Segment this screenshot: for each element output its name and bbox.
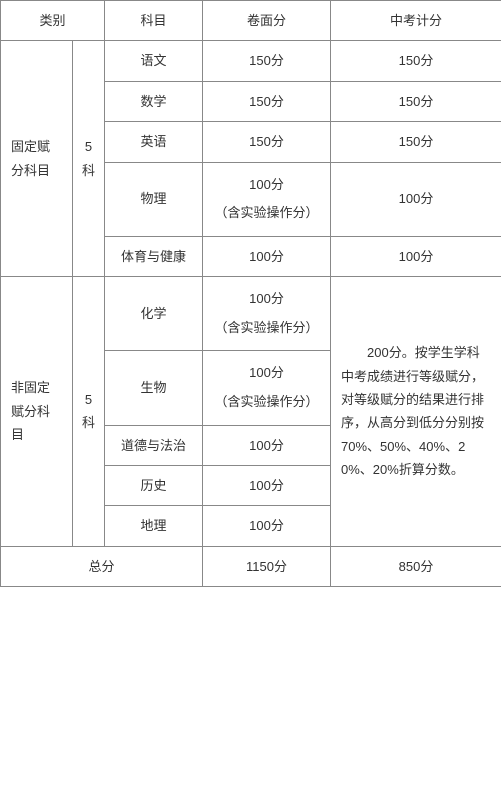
total-row: 总分 1150分 850分	[1, 546, 501, 586]
category-fixed: 固定赋分科目	[1, 41, 73, 277]
exam-cell: 150分	[331, 122, 501, 162]
total-exam: 850分	[331, 546, 501, 586]
header-category: 类别	[1, 1, 105, 41]
subject-cell: 体育与健康	[105, 236, 203, 276]
paper-cell: 100分	[203, 465, 331, 505]
header-row: 类别 科目 卷面分 中考计分	[1, 1, 501, 41]
header-exam-score: 中考计分	[331, 1, 501, 41]
count-fixed: 5科	[73, 41, 105, 277]
paper-cell: 100分	[203, 236, 331, 276]
subject-cell: 物理	[105, 162, 203, 236]
subject-cell: 地理	[105, 506, 203, 546]
paper-cell: 100分（含实验操作分）	[203, 277, 331, 351]
exam-cell: 100分	[331, 162, 501, 236]
paper-cell: 100分（含实验操作分）	[203, 162, 331, 236]
subject-cell: 化学	[105, 277, 203, 351]
paper-cell: 150分	[203, 122, 331, 162]
total-label: 总分	[1, 546, 203, 586]
table-row: 非固定赋分科目 5科 化学 100分（含实验操作分） 200分。按学生学科中考成…	[1, 277, 501, 351]
count-nonfixed: 5科	[73, 277, 105, 547]
subject-cell: 道德与法治	[105, 425, 203, 465]
subject-cell: 数学	[105, 81, 203, 121]
subject-cell: 英语	[105, 122, 203, 162]
paper-cell: 100分（含实验操作分）	[203, 351, 331, 425]
exam-cell: 150分	[331, 81, 501, 121]
exam-cell: 150分	[331, 41, 501, 81]
exam-cell: 100分	[331, 236, 501, 276]
subject-cell: 语文	[105, 41, 203, 81]
header-paper-score: 卷面分	[203, 1, 331, 41]
paper-cell: 100分	[203, 506, 331, 546]
scoring-table: 类别 科目 卷面分 中考计分 固定赋分科目 5科 语文 150分 150分 数学…	[0, 0, 501, 587]
total-paper: 1150分	[203, 546, 331, 586]
header-subject: 科目	[105, 1, 203, 41]
paper-cell: 100分	[203, 425, 331, 465]
table-row: 固定赋分科目 5科 语文 150分 150分	[1, 41, 501, 81]
subject-cell: 生物	[105, 351, 203, 425]
paper-cell: 150分	[203, 81, 331, 121]
exam-merged-cell: 200分。按学生学科中考成绩进行等级赋分，对等级赋分的结果进行排序，从高分到低分…	[331, 277, 501, 547]
category-nonfixed: 非固定赋分科目	[1, 277, 73, 547]
paper-cell: 150分	[203, 41, 331, 81]
subject-cell: 历史	[105, 465, 203, 505]
